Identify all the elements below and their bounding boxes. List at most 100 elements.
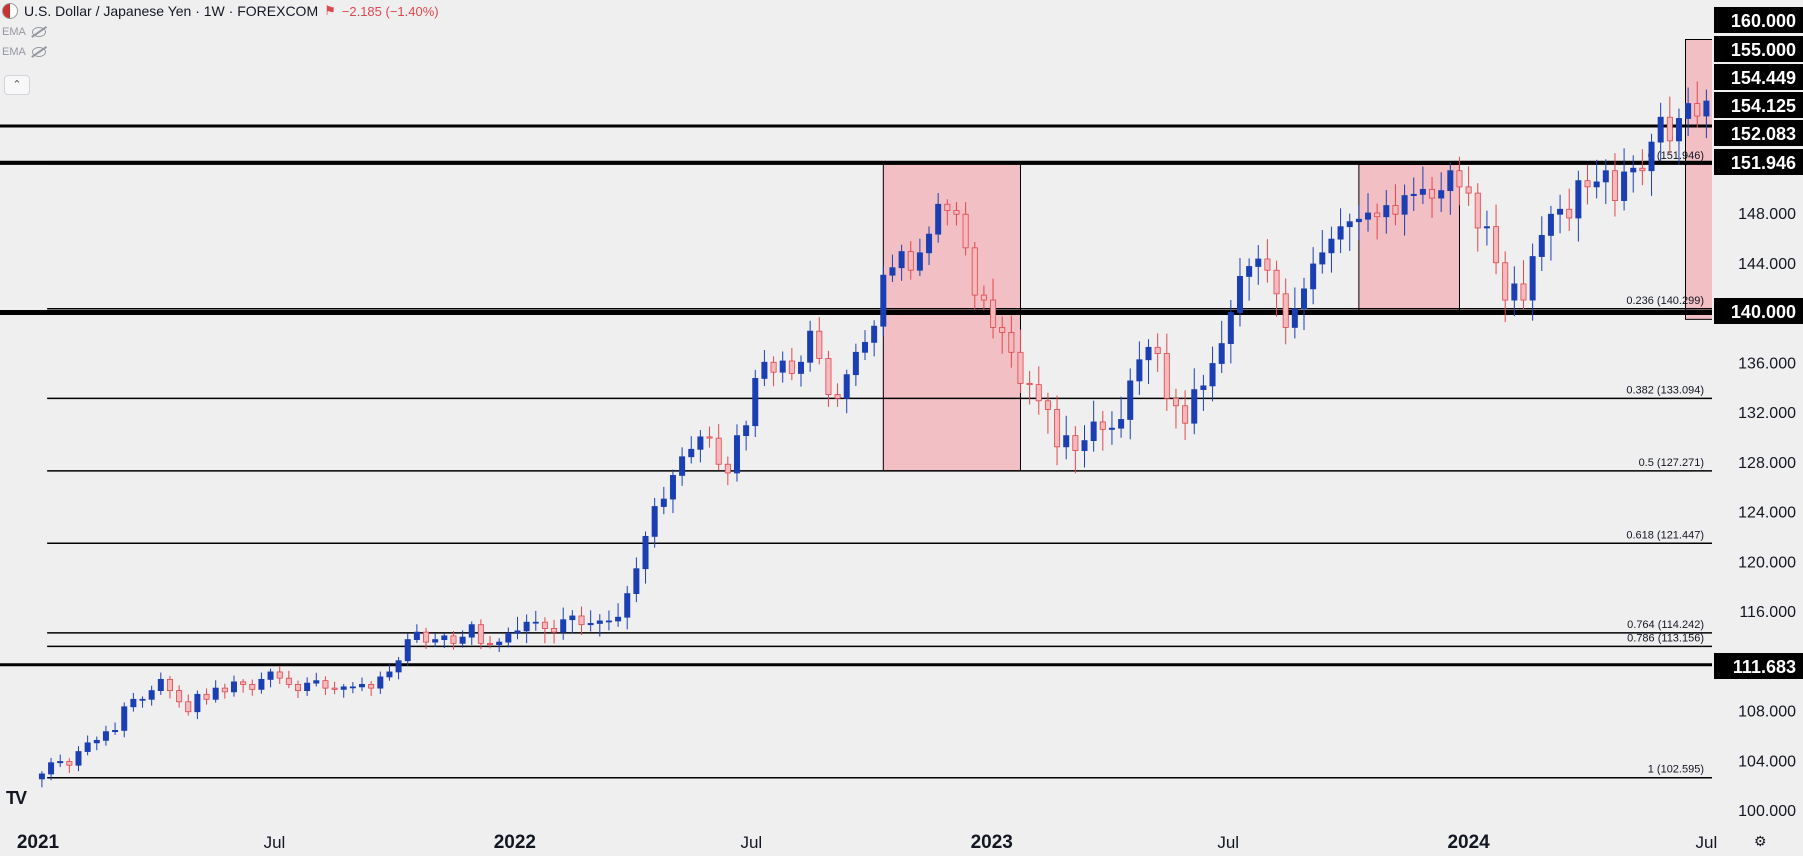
candle-up [1319, 252, 1326, 265]
candles-layer [38, 26, 1801, 788]
candle-up [1511, 283, 1518, 301]
candle-up [1310, 263, 1317, 290]
candle-up [843, 374, 850, 399]
candle-up [404, 639, 411, 662]
candle-up [1575, 180, 1582, 219]
candle-up [807, 330, 814, 363]
candle-down [770, 361, 777, 373]
time-tick-label: Jul [1696, 833, 1718, 852]
indicator-row-ema-2[interactable]: EMA [2, 46, 46, 58]
price-tick-label: 100.000 [1738, 803, 1796, 820]
candle-up [532, 621, 539, 624]
candle-up [194, 693, 201, 713]
price-tick-label: 116.000 [1739, 604, 1796, 621]
collapse-indicators-button[interactable]: ⌃ [4, 75, 30, 95]
candle-up [651, 506, 658, 537]
candle-down [331, 687, 338, 690]
candle-down [1584, 180, 1591, 188]
candle-up [441, 635, 448, 641]
candle-down [962, 213, 969, 249]
candle-down [185, 701, 192, 713]
candle-up [57, 761, 64, 764]
candle-down [1465, 186, 1472, 194]
candle-up [212, 687, 219, 700]
indicator-row-ema-1[interactable]: EMA [2, 26, 46, 38]
candle-up [505, 632, 512, 643]
time-tick-label: 2024 [1447, 832, 1490, 853]
candle-up [523, 621, 530, 632]
candle-up [258, 679, 265, 690]
candle-down [1154, 346, 1161, 354]
candle-up [496, 641, 503, 645]
candle-up [926, 233, 933, 254]
candle-up [1090, 421, 1097, 442]
candle-down [294, 683, 301, 691]
candle-up [1209, 363, 1216, 387]
candle-down [322, 680, 329, 689]
candle-up [1081, 440, 1088, 451]
highlight-box [882, 163, 1021, 472]
candle-up [48, 762, 55, 775]
candle-up [596, 620, 603, 624]
price-tick-label: 108.000 [1738, 704, 1796, 721]
candle-down [1163, 353, 1170, 399]
candle-up [880, 274, 887, 327]
candle-down [907, 251, 914, 271]
candle-up [743, 425, 750, 437]
candle-down [1182, 405, 1189, 424]
fib-level-label: 0.618 (121.447) [1626, 529, 1704, 541]
candle-up [1300, 288, 1307, 310]
candle-down [176, 690, 183, 703]
candle-down [724, 463, 731, 474]
candle-up [157, 679, 164, 692]
candle-up [1703, 100, 1710, 117]
candle-down [1282, 293, 1289, 328]
candle-up [1218, 343, 1225, 364]
price-label-text: 155.000 [1731, 40, 1796, 60]
candle-up [587, 623, 594, 626]
settings-icon[interactable]: ⚙ [1754, 833, 1767, 849]
candle-up [230, 681, 237, 693]
candle-down [203, 693, 210, 700]
candle-down [1172, 397, 1179, 407]
candle-down [368, 683, 375, 689]
candle-down [990, 299, 997, 328]
candle-down [285, 677, 292, 685]
candle-down [166, 679, 173, 692]
candle-up [615, 616, 622, 622]
hidden-eye-icon[interactable] [31, 27, 46, 37]
candle-down [541, 621, 548, 629]
candle-up [1383, 205, 1390, 218]
candle-up [1538, 234, 1545, 257]
price-tick-label: 120.000 [1738, 554, 1796, 571]
symbol-title[interactable]: U.S. Dollar / Japanese Yen · 1W · FOREXC… [24, 3, 319, 19]
candle-up [432, 639, 439, 643]
candle-down [1520, 283, 1527, 301]
price-label-box [1714, 120, 1803, 146]
candle-down [1072, 435, 1079, 451]
candle-down [1611, 170, 1618, 201]
hidden-eye-icon[interactable] [31, 47, 46, 57]
candle-up [1630, 167, 1637, 173]
candle-up [349, 686, 356, 689]
candle-up [1447, 170, 1454, 192]
market-flag-icon[interactable]: ⚑ [324, 3, 336, 18]
candle-up [148, 690, 155, 700]
candle-up [1365, 212, 1372, 220]
candle-up [1483, 226, 1490, 229]
candle-down [1374, 212, 1381, 218]
candle-up [1118, 419, 1125, 429]
candle-up [1547, 213, 1554, 236]
candle-up [1401, 195, 1408, 215]
candle-up [1438, 190, 1445, 199]
candle-up [660, 498, 667, 507]
time-tick-label: 2021 [17, 832, 60, 853]
price-tick-label: 148.000 [1738, 206, 1796, 223]
candle-up [779, 360, 786, 373]
price-tick-label: 144.000 [1738, 256, 1796, 273]
candle-up [752, 378, 759, 427]
candle-down [788, 360, 795, 374]
fib-levels-layer: 0 (151.946) 0.236 (140.299) 0.382 (133.094… [47, 150, 1712, 779]
